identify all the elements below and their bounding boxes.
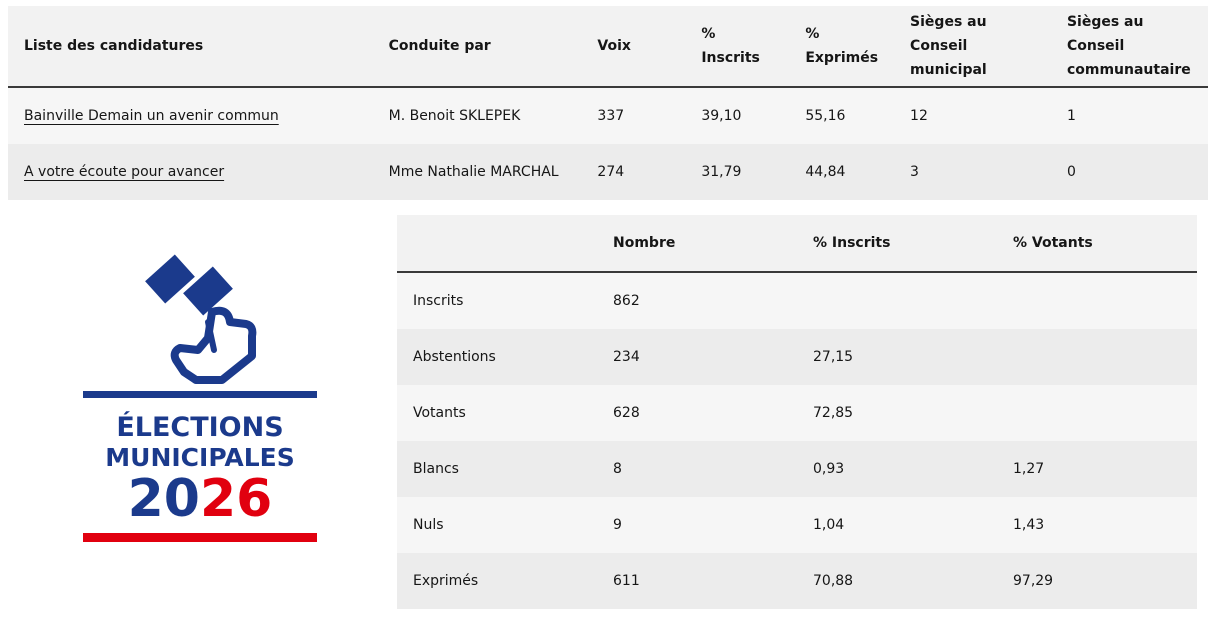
header-sieges-municipal: Sièges au Conseil municipal [894,6,1051,88]
participation-header-row: Nombre % Inscrits % Votants [397,215,1197,273]
cell-pct-votants: 97,29 [997,553,1197,609]
header-nombre: Nombre [597,215,797,273]
cell-pct-votants: 1,27 [997,441,1197,497]
logo-red-bar [83,533,317,542]
cell-pct-votants [997,385,1197,441]
list-link[interactable]: Bainville Demain un avenir commun [24,108,279,124]
header-sieges-communautaire: Sièges au Conseil communautaire [1050,6,1208,88]
row-label: Inscrits [397,272,597,329]
table-row: Inscrits 862 [397,272,1197,329]
header-pct-inscrits: % Inscrits [685,6,790,88]
table-row: A votre écoute pour avancer Mme Nathalie… [8,144,1208,200]
table-row: Votants 628 72,85 [397,385,1197,441]
cell-nombre: 611 [597,553,797,609]
candidatures-table: Liste des candidatures Conduite par Voix… [8,6,1208,200]
header-empty [397,215,597,273]
cell-pct-votants: 1,43 [997,497,1197,553]
cell-pct-exprimes: 55,16 [789,87,895,144]
candidatures-header-row: Liste des candidatures Conduite par Voix… [8,6,1208,88]
cell-sieges-communautaire: 0 [1050,144,1208,200]
ballot-slot-bar [83,391,317,398]
header-pct-exprimes: % Exprimés [789,6,895,88]
ballot-hand-icon [145,254,257,384]
header-pct-inscrits: % Inscrits [797,215,997,273]
cell-conduite: M. Benoit SKLEPEK [372,87,582,144]
cell-nombre: 862 [597,272,797,329]
logo-year-second: 26 [200,469,272,529]
logo-line-2: MUNICIPALES [105,443,294,472]
cell-pct-inscrits: 39,10 [685,87,790,144]
row-label: Blancs [397,441,597,497]
cell-pct-inscrits: 72,85 [797,385,997,441]
row-label: Abstentions [397,329,597,385]
header-liste: Liste des candidatures [8,6,373,88]
cell-nombre: 628 [597,385,797,441]
cell-pct-votants [997,329,1197,385]
cell-voix: 274 [581,144,686,200]
cell-voix: 337 [581,87,686,144]
cell-pct-inscrits: 70,88 [797,553,997,609]
participation-table: Nombre % Inscrits % Votants Inscrits 862… [397,215,1197,609]
table-row: Bainville Demain un avenir commun M. Ben… [8,87,1208,144]
cell-pct-votants [997,272,1197,329]
cell-sieges-communautaire: 1 [1050,87,1208,144]
table-row: Nuls 9 1,04 1,43 [397,497,1197,553]
cell-liste: A votre écoute pour avancer [8,144,373,200]
row-label: Nuls [397,497,597,553]
table-row: Abstentions 234 27,15 [397,329,1197,385]
header-conduite: Conduite par [372,6,582,88]
cell-sieges-municipal: 12 [894,87,1051,144]
table-row: Exprimés 611 70,88 97,29 [397,553,1197,609]
cell-nombre: 234 [597,329,797,385]
logo-line-1: ÉLECTIONS [116,411,283,443]
cell-pct-inscrits [797,272,997,329]
elections-logo: ÉLECTIONS MUNICIPALES 2026 [83,254,317,542]
cell-pct-inscrits: 1,04 [797,497,997,553]
header-pct-votants: % Votants [997,215,1197,273]
cell-pct-inscrits: 31,79 [685,144,790,200]
logo-year-first: 20 [128,469,200,529]
cell-liste: Bainville Demain un avenir commun [8,87,373,144]
cell-nombre: 8 [597,441,797,497]
cell-conduite: Mme Nathalie MARCHAL [372,144,582,200]
header-voix: Voix [581,6,686,88]
cell-pct-exprimes: 44,84 [789,144,895,200]
cell-pct-inscrits: 27,15 [797,329,997,385]
cell-pct-inscrits: 0,93 [797,441,997,497]
row-label: Exprimés [397,553,597,609]
table-row: Blancs 8 0,93 1,27 [397,441,1197,497]
cell-sieges-municipal: 3 [894,144,1051,200]
cell-nombre: 9 [597,497,797,553]
row-label: Votants [397,385,597,441]
list-link[interactable]: A votre écoute pour avancer [24,164,225,180]
logo-year: 2026 [128,469,273,529]
